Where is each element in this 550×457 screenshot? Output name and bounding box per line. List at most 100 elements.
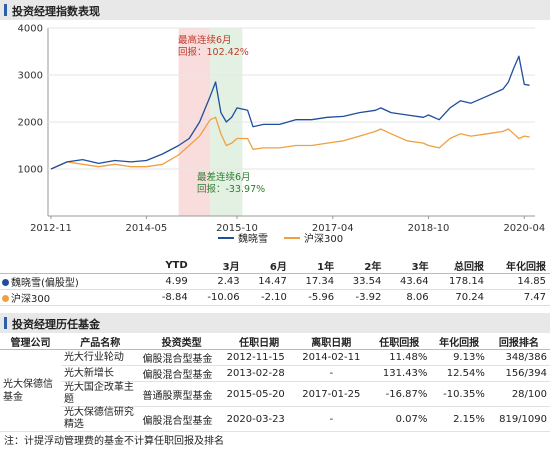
history-col-header: 管理公司 [0, 333, 61, 350]
perf-col-header: 6月 [243, 258, 291, 274]
x-tick-label: 2014-05 [126, 223, 168, 234]
perf-cell: 14.47 [243, 273, 291, 290]
perf-cell: 14.85 [488, 273, 550, 290]
history-cell: 光大国企改革主题 [60, 381, 140, 407]
history-col-header: 离职日期 [294, 333, 369, 350]
legend-label: 魏晓雪 [238, 232, 268, 245]
history-cell: 131.43% [368, 365, 431, 382]
performance-table: YTD 3月 6月 1年 2年 3年 总回报 年化回报 魏晓雪(偏股型) 4.99 2.43 14.… [0, 258, 550, 306]
series-line [50, 116, 530, 170]
history-cell: 819/1090 [487, 406, 550, 432]
section-marker [4, 317, 7, 329]
performance-chart: 1000 2000 3000 4000 2012-11 2014-05 2015-10 20… [18, 24, 546, 246]
perf-cell: -8.84 [148, 289, 192, 306]
legend-label: 沪深300 [304, 232, 343, 245]
perf-row: 沪深300 -8.84 -10.06 -2.10 -5.96 -3.92 8.06 70.24… [0, 289, 550, 306]
perf-col-header: 2年 [338, 258, 386, 274]
x-tick-label: 2015-10 [216, 223, 258, 234]
perf-cell: 43.64 [385, 273, 433, 290]
best-period-label: 最高连续6月 [178, 34, 232, 46]
perf-cell: 2.43 [191, 273, 244, 290]
perf-cell: 17.34 [290, 273, 339, 290]
section-header-history: 投资经理历任基金 [0, 313, 550, 333]
history-cell: 9.13% [430, 349, 488, 366]
history-row: 光大国企改革主题 普通股票型基金 2015-05-20 2017-01-25 -16.8… [0, 381, 550, 407]
x-tick-label: 2018-10 [408, 223, 450, 234]
series-dot-icon [2, 295, 9, 302]
y-tick-label: 4000 [18, 24, 43, 35]
history-col-header: 任职日期 [223, 333, 295, 350]
perf-cell: -3.92 [338, 289, 386, 306]
x-tick-label: 2012-11 [30, 223, 72, 234]
history-row: 光大保德信研究精选 偏股混合型基金 2020-03-23-0.07% 2.15% 819… [0, 406, 550, 432]
section-title: 投资经理指数表现 [12, 5, 100, 18]
history-cell: 2015-05-20 [223, 381, 295, 407]
history-cell: 11.48% [368, 349, 431, 366]
history-cell: -16.87% [368, 381, 431, 407]
perf-col-header: 3年 [385, 258, 433, 274]
footnote: 注：计提浮动管理费的基金不计算任职回报及排名 [4, 436, 224, 447]
perf-cell: 4.99 [148, 273, 192, 290]
history-cell: 光大保德信研究精选 [60, 406, 140, 432]
perf-cell: -5.96 [290, 289, 339, 306]
x-tick-label: 2017-04 [312, 223, 354, 234]
company-cell: 光大保德信基金 [0, 349, 61, 432]
history-col-header: 回报排名 [487, 333, 550, 350]
perf-col-header: 年化回报 [488, 258, 550, 274]
history-cell: -10.35% [430, 381, 488, 407]
history-col-header: 任职回报 [368, 333, 431, 350]
perf-row-name: 魏晓雪(偏股型) [11, 278, 79, 289]
history-col-header: 年化回报 [430, 333, 488, 350]
perf-cell: 7.47 [488, 289, 550, 306]
perf-col-header: YTD [148, 258, 192, 274]
history-cell: 偏股混合型基金 [139, 365, 224, 382]
history-cell: 12.54% [430, 365, 488, 382]
perf-cell: 70.24 [432, 289, 489, 306]
series-dot-icon [2, 279, 9, 286]
section-header-performance: 投资经理指数表现 [0, 0, 550, 20]
perf-row-label: 魏晓雪(偏股型) [0, 273, 148, 290]
history-cell: 2.15% [430, 406, 488, 432]
history-cell: 2020-03-23 [223, 406, 295, 432]
history-cell: 2013-02-28 [223, 365, 295, 382]
history-cell: 普通股票型基金 [139, 381, 224, 407]
history-cell: 偏股混合型基金 [139, 349, 224, 366]
series-line [50, 55, 530, 170]
section-title: 投资经理历任基金 [12, 318, 100, 331]
perf-col-header: 总回报 [432, 258, 489, 274]
history-cell: - [294, 365, 369, 382]
history-cell: 348/386 [487, 349, 550, 366]
best-period-return: 回报：102.42% [178, 46, 249, 58]
x-tick-label: 2020-04 [503, 223, 545, 234]
history-cell: 2017-01-25 [294, 381, 369, 407]
perf-row: 魏晓雪(偏股型) 4.99 2.43 14.47 17.34 33.54 43.64 178.… [0, 273, 550, 290]
y-tick-label: 2000 [18, 118, 43, 129]
y-tick-label: 1000 [18, 165, 43, 176]
history-col-header: 投资类型 [139, 333, 224, 350]
perf-cell: 178.14 [432, 273, 489, 290]
perf-col-header: 1年 [290, 258, 339, 274]
fund-history-table: 管理公司 产品名称 投资类型 任职日期 离职日期 任职回报 年化回报 回报排名 光大保德信基金… [0, 333, 550, 432]
history-cell: 偏股混合型基金 [139, 406, 224, 432]
history-cell: 0.07% [368, 406, 431, 432]
y-tick-label: 3000 [18, 71, 43, 82]
perf-col-header [0, 258, 148, 274]
perf-row-label: 沪深300 [0, 289, 148, 306]
history-row: 光大新增长 偏股混合型基金 2013-02-28-131.43% 12.54% 156/… [0, 365, 550, 382]
worst-period-return: 回报：-33.97% [197, 183, 265, 195]
history-cell: 2014-02-11 [294, 349, 369, 366]
history-cell: 2012-11-15 [223, 349, 295, 366]
perf-cell: -2.10 [243, 289, 291, 306]
worst-period-label: 最差连续6月 [197, 171, 251, 183]
history-cell: 光大新增长 [60, 365, 140, 382]
history-cell: - [294, 406, 369, 432]
history-cell: 28/100 [487, 381, 550, 407]
perf-cell: 33.54 [338, 273, 386, 290]
history-cell: 156/394 [487, 365, 550, 382]
perf-col-header: 3月 [191, 258, 244, 274]
perf-row-name: 沪深300 [11, 294, 51, 305]
history-row: 光大保德信基金 光大行业轮动 偏股混合型基金 2012-11-15 2014-02-11… [0, 349, 550, 432]
history-col-header: 产品名称 [60, 333, 140, 350]
section-marker [4, 4, 7, 16]
perf-cell: 8.06 [385, 289, 433, 306]
